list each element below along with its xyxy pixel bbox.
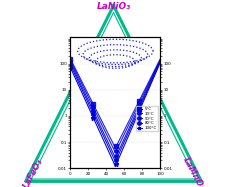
100°C <box>159 61 162 64</box>
Line: 80°C: 80°C <box>69 60 162 163</box>
50°C <box>97 121 100 123</box>
50°C <box>135 111 138 113</box>
50°C <box>114 157 117 159</box>
80°C <box>147 88 149 90</box>
Line: 5°C: 5°C <box>69 57 162 150</box>
80°C <box>87 103 90 105</box>
100°C <box>147 90 149 92</box>
Line: 10°C: 10°C <box>69 58 162 154</box>
100°C <box>87 107 90 109</box>
5°C <box>142 91 145 93</box>
50°C <box>122 139 125 141</box>
5°C <box>159 58 162 60</box>
10°C <box>159 59 162 61</box>
80°C <box>142 98 145 100</box>
80°C <box>69 64 72 66</box>
5°C <box>87 94 90 96</box>
Text: LaNiO₃: LaNiO₃ <box>96 2 131 11</box>
5°C <box>114 147 117 149</box>
50°C <box>69 61 72 64</box>
50°C <box>142 96 145 98</box>
10°C <box>69 59 72 62</box>
5°C <box>135 105 138 107</box>
100°C <box>122 146 125 148</box>
10°C <box>97 117 100 119</box>
100°C <box>142 100 145 102</box>
Line: 50°C: 50°C <box>69 59 162 160</box>
Text: LaMnO₃: LaMnO₃ <box>181 156 206 187</box>
10°C <box>147 84 149 86</box>
10°C <box>114 151 117 154</box>
80°C <box>97 124 100 127</box>
80°C <box>114 160 117 163</box>
50°C <box>159 59 162 62</box>
5°C <box>97 114 100 116</box>
5°C <box>69 58 72 60</box>
10°C <box>87 97 90 99</box>
80°C <box>135 113 138 115</box>
100°C <box>97 128 100 131</box>
5°C <box>122 130 125 132</box>
10°C <box>135 107 138 110</box>
50°C <box>147 86 149 88</box>
100°C <box>69 67 72 69</box>
80°C <box>159 60 162 63</box>
Legend: 5°C, 10°C, 50°C, 80°C, 100°C: 5°C, 10°C, 50°C, 80°C, 100°C <box>136 106 158 131</box>
5°C <box>147 82 149 84</box>
100°C <box>135 116 138 118</box>
Text: LaFeO₃: LaFeO₃ <box>22 157 45 187</box>
80°C <box>122 142 125 144</box>
10°C <box>142 93 145 96</box>
100°C <box>114 165 117 167</box>
10°C <box>122 134 125 136</box>
Line: 100°C: 100°C <box>68 60 163 169</box>
50°C <box>87 100 90 102</box>
